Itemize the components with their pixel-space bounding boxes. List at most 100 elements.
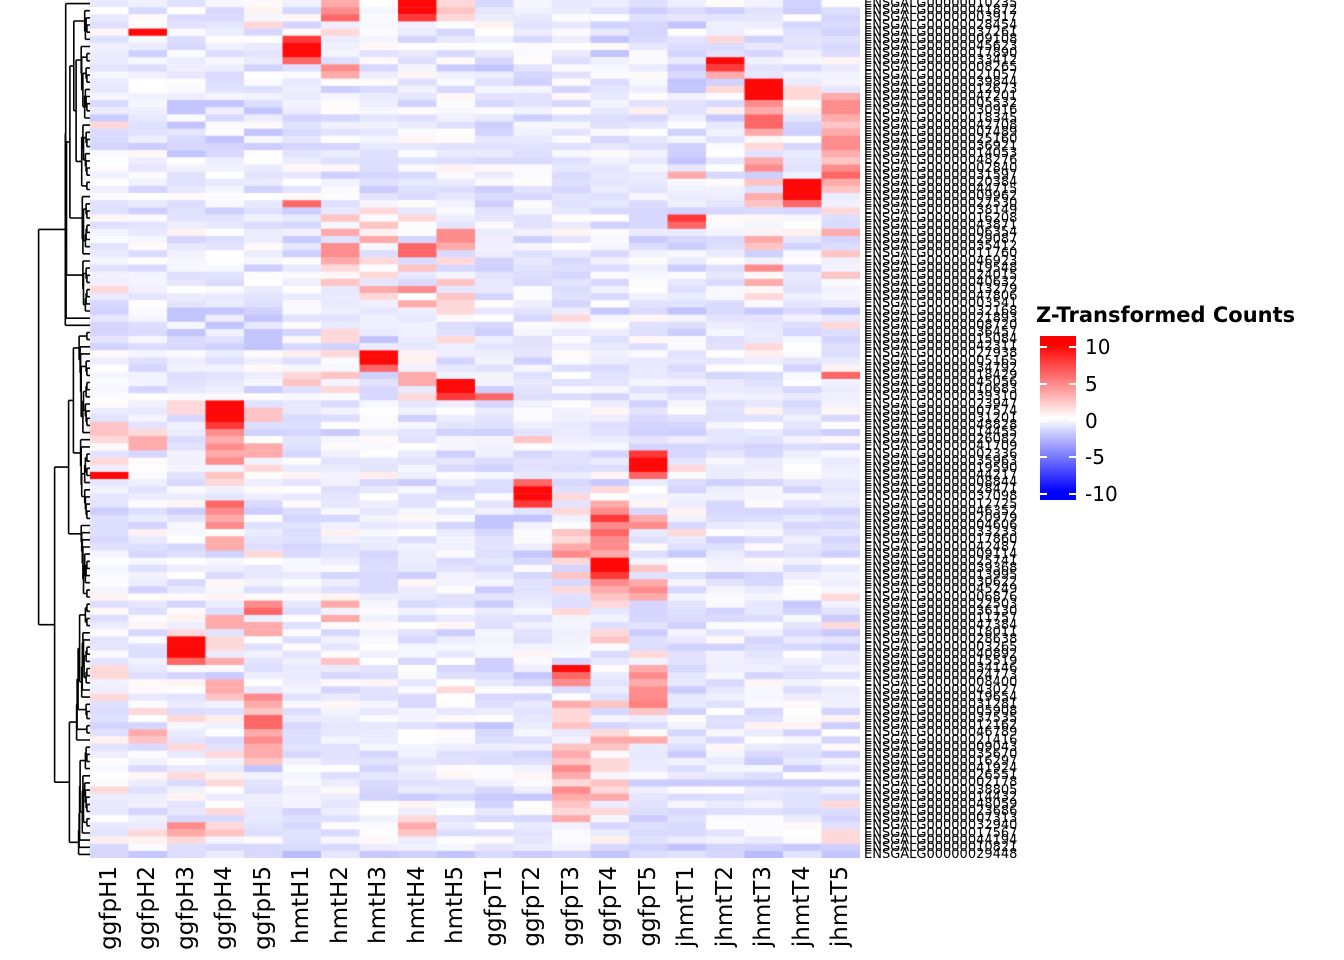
row-label: ENSGALG00000025741	[864, 553, 1018, 569]
row-label: ENSGALG00000016297	[864, 754, 1018, 769]
colorbar-tick-mark	[1040, 456, 1047, 459]
row-label: ENSGALG00000005165	[864, 353, 1018, 369]
row-label: ENSGALG00000007313	[864, 811, 1018, 827]
column-label: ggfpH1	[95, 866, 122, 950]
row-label: ENSGALG00000006354	[864, 224, 1018, 240]
row-label: ENSGALG00000046923	[864, 253, 1018, 269]
row-label: ENSGALG00000042487	[864, 539, 1018, 555]
row-label: ENSGALG00000002336	[864, 446, 1018, 462]
row-label: ENSGALG00000014432	[864, 789, 1018, 805]
row-dendrogram	[37, 2, 90, 856]
row-label: ENSGALG00000030622	[864, 575, 1018, 591]
row-label: ENSGALG00000009962	[864, 189, 1018, 205]
row-label: ENSGALG00000008265	[864, 60, 1018, 76]
row-label: ENSGALG00000012673	[864, 81, 1018, 97]
row-label: ENSGALG00000048059	[864, 796, 1018, 812]
colorbar-tick-mark	[1040, 492, 1047, 496]
row-label: ENSGALG00000002840	[864, 160, 1018, 176]
row-label: ENSGALG00000008844	[864, 475, 1018, 491]
row-label: ENSGALG00000047201	[864, 89, 1018, 104]
colorbar-gradient	[1040, 336, 1076, 500]
row-label: ENSGALG00000010235	[864, 0, 1018, 12]
column-label: ggfpH4	[211, 866, 238, 950]
row-label: ENSGALG00000047384	[864, 618, 1018, 634]
row-label: ENSGALG00000020979	[864, 510, 1018, 526]
column-label: jhmtT3	[750, 866, 777, 948]
row-label: ENSGALG00000047806	[864, 289, 1018, 305]
row-label: ENSGALG00000028454	[864, 17, 1018, 33]
row-label: ENSGALG00000016208	[864, 210, 1018, 226]
row-label: ENSGALG00000017890	[864, 46, 1018, 62]
row-label: ENSGALG00000004606	[864, 518, 1018, 533]
row-label: ENSGALG00000026551	[864, 768, 1018, 784]
row-label: ENSGALG00000013995	[864, 568, 1018, 584]
row-label: ENSGALG00000037261	[864, 24, 1018, 40]
row-label: ENSGALG00000045623	[864, 39, 1018, 54]
row-label: ENSGALG00000043027	[864, 682, 1018, 698]
row-label: ENSGALG00000025160	[864, 131, 1018, 147]
row-label: ENSGALG00000005908	[864, 703, 1018, 719]
row-label: ENSGALG00000045249	[864, 582, 1018, 598]
row-label: ENSGALG00000022503	[864, 596, 1018, 612]
row-label: ENSGALG00000029087	[864, 232, 1018, 247]
column-label: ggfpT4	[596, 866, 623, 947]
row-label: ENSGALG00000033412	[864, 53, 1018, 69]
row-label: ENSGALG00000036457	[864, 325, 1018, 340]
heatmap-canvas	[90, 0, 860, 858]
column-label: jhmtT2	[711, 866, 738, 948]
row-label: ENSGALG00000003541	[864, 296, 1018, 312]
row-label: ENSGALG00000038149	[864, 203, 1018, 219]
row-label: ENSGALG00000008720	[864, 317, 1018, 333]
row-label: ENSGALG00000035670	[864, 746, 1018, 762]
row-label: ENSGALG00000007489	[864, 124, 1018, 140]
row-label: ENSGALG00000039844	[864, 74, 1018, 90]
colorbar-tick-label: -10	[1085, 482, 1118, 506]
row-label: ENSGALG00000010683	[864, 382, 1018, 398]
colorbar-tick-label: -5	[1085, 445, 1105, 470]
row-label: ENSGALG00000011760	[864, 246, 1018, 262]
row-label: ENSGALG00000039310	[864, 389, 1018, 405]
colorbar-tick-mark	[1069, 492, 1076, 496]
row-label: ENSGALG00000028471	[864, 482, 1018, 498]
row-label: ENSGALG00000041709	[864, 439, 1018, 455]
row-label: ENSGALG00000018429	[864, 367, 1018, 383]
row-label: ENSGALG00000012725	[864, 496, 1018, 512]
row-label: ENSGALG00000035963	[864, 453, 1018, 469]
row-label: ENSGALG00000021416	[864, 732, 1018, 748]
row-label: ENSGALG00000046789	[864, 725, 1018, 741]
row-label: ENSGALG00000002178	[864, 775, 1018, 791]
row-label: ENSGALG00000040632	[864, 274, 1018, 290]
row-label: ENSGALG00000015084	[864, 332, 1018, 348]
row-label: ENSGALG00000024773	[864, 668, 1018, 684]
colorbar-tick-mark	[1069, 419, 1076, 422]
dendrogram-lines	[37, 2, 90, 856]
column-label: jhmtT4	[788, 866, 815, 948]
row-label: ENSGALG00000003265	[864, 639, 1018, 655]
row-label: ENSGALG00000042708	[864, 117, 1018, 133]
row-label: ENSGALG00000034792	[864, 360, 1018, 376]
row-label: ENSGALG00000019654	[864, 689, 1018, 705]
row-label: ENSGALG00000032940	[864, 818, 1018, 834]
row-label: ENSGALG00000006876	[864, 589, 1018, 605]
row-label: ENSGALG00000042311	[864, 339, 1018, 355]
column-label: ggfpT3	[557, 866, 584, 947]
row-label: ENSGALG00000037535	[864, 711, 1018, 727]
row-label: ENSGALG00000043871	[864, 217, 1018, 233]
row-label: ENSGALG00000023686	[864, 804, 1018, 819]
row-label: ENSGALG00000010821	[864, 839, 1018, 855]
column-label: hmtH5	[442, 866, 469, 944]
colorbar-tick-label: 5	[1085, 371, 1098, 396]
row-label: ENSGALG00000003917	[864, 10, 1018, 26]
row-label: ENSGALG00000030916	[864, 103, 1018, 119]
row-label: ENSGALG00000048828	[864, 417, 1018, 433]
row-label: ENSGALG00000033233	[864, 525, 1018, 541]
row-label: ENSGALG00000027530	[864, 196, 1018, 212]
row-label: ENSGALG00000017860	[864, 532, 1018, 548]
row-label: ENSGALG00000020384	[864, 174, 1018, 190]
row-label: ENSGALG00000012162	[864, 718, 1018, 734]
colorbar-tick-mark	[1069, 456, 1076, 459]
column-label: hmtH3	[365, 866, 392, 944]
row-label: ENSGALG00000031201	[864, 410, 1018, 426]
colorbar-tick-label: 10	[1085, 335, 1111, 359]
